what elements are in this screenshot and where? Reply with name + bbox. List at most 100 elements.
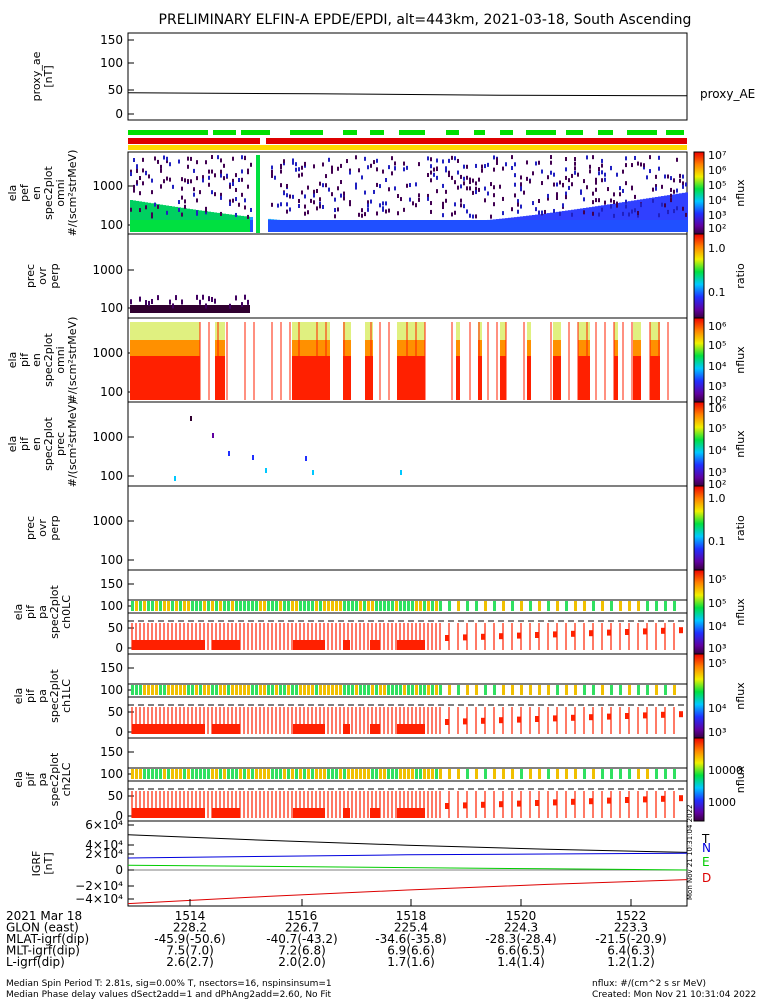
heatmap-cell [601,178,603,183]
heatmap-cell [283,159,285,164]
heatmap-cell [186,322,188,340]
heatmap-cell [547,685,550,695]
heatmap-cell [417,356,419,400]
heatmap-cell [292,194,294,199]
heatmap-cell [421,220,424,232]
heatmap-cell [383,769,386,779]
heatmap-cell [601,170,603,175]
heatmap-cell [298,173,300,178]
panel-pa_ch1: ela pif pa spec2plot ch1LC15010050010⁵10⁴10³… [12,653,747,739]
y-tick-label: 0 [115,863,123,877]
heatmap-cell [371,340,373,356]
heatmap-cell [231,685,234,695]
heatmap-cell [500,322,502,340]
heatmap-cell [252,455,254,460]
heatmap-cell [607,220,610,232]
heatmap-cell [417,340,419,356]
y-tick-label: −4×10⁴ [75,892,123,906]
heatmap-cell [170,340,172,356]
heatmap-cell [205,210,207,215]
heatmap-cell [280,165,282,170]
heatmap-cell [379,601,382,611]
heatmap-cell [481,168,483,173]
colorbar-tick-label: 1.0 [708,242,726,255]
x-row-value: -21.5(-20.9) [595,932,666,946]
heatmap-cell [457,220,460,232]
colorbar-tick-label: 10⁵ [708,657,726,670]
heatmap-cell [187,220,190,232]
heatmap-cell [514,220,517,232]
heatmap-cell [345,356,347,400]
heatmap-cell [181,220,184,232]
heatmap-cell [658,213,660,218]
heatmap-cell [157,295,159,301]
heatmap-cell [312,470,314,475]
heatmap-cell [685,212,687,217]
heatmap-cell [514,162,516,167]
colorbar-tick-label: 10² [708,478,726,491]
heatmap-cell [480,340,482,356]
heatmap-cell [574,601,577,611]
heatmap-cell [229,220,232,232]
heatmap-cell [370,808,380,818]
heatmap-cell [313,193,315,198]
heatmap-cell [148,322,150,340]
heatmap-cell [628,601,631,611]
heatmap-cell [391,769,394,779]
heatmap-cell [331,167,333,172]
heatmap-cell [139,201,142,232]
heatmap-cell [214,305,217,313]
heatmap-cell [267,685,270,695]
heatmap-cell [139,305,142,313]
colorbar [693,653,705,739]
heatmap-cell [388,220,391,232]
heatmap-cell [130,299,132,305]
heatmap-cell [265,468,267,473]
panel-pa_ch0: ela pif pa spec2plot ch0LC15010050010⁵10⁵10⁴… [12,569,747,655]
heatmap-cell [397,211,399,216]
heatmap-cell [409,220,412,232]
panel-ela_pef_omni: ela pef en spec2plot omni #/(scm²strMeV) 10001… [6,149,747,236]
heatmap-cell [592,206,595,232]
heatmap-cell [472,220,475,232]
heatmap-cell [527,340,529,356]
heatmap-cell [375,685,378,695]
heatmap-cell [557,340,559,356]
heatmap-cell [307,210,309,215]
heatmap-cell [445,220,448,232]
igrf-lines [127,834,688,905]
heatmap-cell [139,191,141,196]
heatmap-cell [335,601,338,611]
heatmap-cell [541,210,543,215]
heatmap-cell [463,176,465,181]
heatmap-cell [355,769,358,779]
heatmap-cell [247,214,249,219]
heatmap-cell [584,340,586,356]
y-axis-label: spec2plot [42,166,55,220]
heatmap-cell [673,194,676,232]
heatmap-cell [226,220,229,232]
heatmap-cell [652,198,654,203]
heatmap-cell [160,322,162,340]
heatmap-cell [379,220,382,232]
heatmap-cell [382,201,384,206]
heatmap-cell [448,173,450,178]
heatmap-cell [445,719,449,725]
heatmap-cell [154,305,157,313]
heatmap-cell [535,207,537,212]
heatmap-cell [559,322,561,340]
colorbar-tick-label: 10⁴ [708,620,727,633]
heatmap-cell [399,601,402,611]
heatmap-cell [568,178,570,183]
heatmap-cell [326,356,328,400]
heatmap-cell [160,204,163,232]
heatmap-cell [565,195,567,200]
heatmap-cell [607,797,611,804]
heatmap-cell [394,220,397,232]
heatmap-cell [312,356,314,400]
heatmap-cell [529,769,532,779]
heatmap-cell [517,220,520,232]
heatmap-cell [667,210,669,215]
heatmap-cell [604,204,607,232]
